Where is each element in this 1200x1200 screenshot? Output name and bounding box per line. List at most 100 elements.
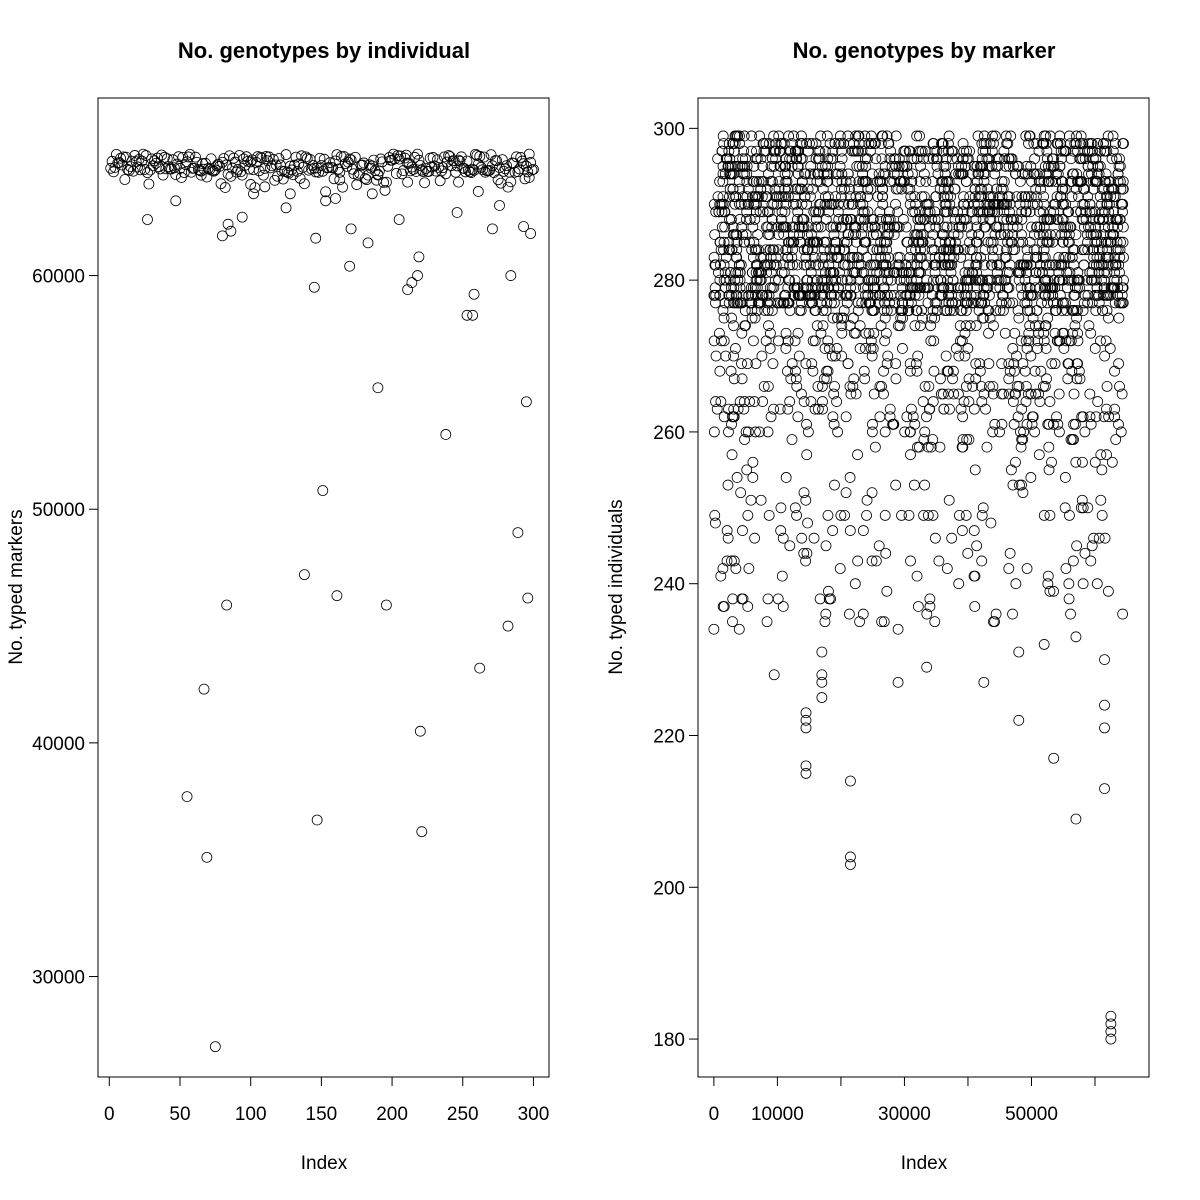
- data-point: [1021, 563, 1033, 574]
- data-point: [852, 183, 864, 195]
- data-point: [953, 160, 964, 172]
- data-point: [1024, 320, 1036, 332]
- data-point: [909, 191, 921, 203]
- data-point: [1008, 160, 1019, 172]
- data-point: [986, 206, 998, 218]
- data-point: [828, 198, 840, 210]
- data-point: [379, 184, 391, 196]
- data-point: [748, 176, 760, 187]
- data-point: [978, 282, 990, 294]
- data-point: [948, 365, 959, 377]
- data-point: [961, 145, 972, 157]
- data-point: [1114, 214, 1126, 225]
- data-point: [393, 214, 405, 225]
- data-point: [1117, 183, 1129, 195]
- data-point: [879, 426, 891, 438]
- data-point: [897, 312, 909, 324]
- data-point: [1067, 327, 1078, 339]
- data-point: [1027, 411, 1039, 423]
- data-point: [867, 244, 879, 256]
- data-point: [862, 191, 873, 203]
- data-point: [132, 161, 143, 173]
- data-point: [938, 221, 950, 233]
- data-point: [984, 198, 996, 210]
- data-point: [1084, 145, 1095, 157]
- data-point: [875, 320, 887, 332]
- data-point: [217, 230, 228, 242]
- data-point: [929, 616, 941, 628]
- data-point: [1038, 214, 1050, 225]
- data-point: [924, 221, 936, 233]
- data-point: [867, 343, 879, 354]
- data-point: [1060, 472, 1071, 483]
- data-point: [1092, 396, 1104, 407]
- data-point: [1017, 236, 1029, 248]
- data-point: [924, 593, 936, 605]
- data-point: [324, 157, 336, 169]
- data-point: [775, 525, 787, 536]
- data-point: [1099, 722, 1110, 734]
- data-point: [739, 198, 751, 210]
- data-point: [963, 396, 975, 407]
- data-point: [487, 223, 498, 235]
- data-point: [890, 358, 902, 370]
- data-point: [1110, 244, 1122, 256]
- data-point: [1088, 532, 1100, 544]
- data-point: [1077, 411, 1089, 423]
- data-point: [1095, 335, 1106, 347]
- data-point: [856, 297, 868, 309]
- data-point: [731, 244, 743, 256]
- data-point: [860, 343, 871, 354]
- data-point: [1078, 297, 1090, 309]
- data-point: [1074, 138, 1086, 149]
- data-point: [820, 305, 832, 316]
- data-point: [977, 206, 989, 218]
- data-point: [792, 411, 804, 423]
- data-point: [113, 157, 125, 168]
- data-point: [800, 358, 812, 370]
- data-point: [142, 167, 153, 179]
- data-point: [1030, 388, 1042, 400]
- data-point: [474, 662, 486, 674]
- data-point: [414, 160, 426, 171]
- data-point: [1075, 176, 1087, 187]
- data-point: [178, 167, 190, 178]
- data-point: [985, 236, 997, 248]
- data-point: [717, 191, 729, 203]
- data-point: [925, 320, 937, 332]
- data-point: [718, 244, 729, 256]
- data-point: [923, 153, 935, 165]
- data-point: [845, 775, 856, 787]
- data-point: [726, 449, 738, 461]
- data-point: [953, 289, 964, 301]
- data-point: [860, 160, 872, 172]
- data-point: [1093, 168, 1105, 180]
- data-point: [798, 547, 810, 559]
- chart-title: No. genotypes by marker: [793, 38, 1056, 63]
- data-point: [898, 214, 909, 225]
- data-point: [828, 297, 840, 309]
- data-point: [991, 259, 1003, 271]
- data-point: [1012, 411, 1024, 423]
- data-point: [773, 335, 784, 347]
- data-point: [957, 434, 969, 445]
- data-point: [790, 365, 801, 377]
- data-point: [1052, 335, 1063, 347]
- data-point: [825, 274, 837, 286]
- data-point: [888, 176, 900, 187]
- data-point: [854, 343, 866, 354]
- data-point: [746, 244, 758, 256]
- data-point: [820, 608, 832, 620]
- data-point: [861, 510, 872, 521]
- data-point: [1041, 214, 1053, 225]
- data-point: [717, 160, 729, 172]
- data-point: [1024, 305, 1036, 316]
- data-point: [800, 707, 812, 719]
- data-point: [1024, 282, 1036, 294]
- data-point: [926, 244, 938, 256]
- data-point: [756, 350, 768, 362]
- data-point: [1103, 206, 1115, 218]
- data-point: [720, 350, 732, 362]
- data-point: [1072, 335, 1084, 347]
